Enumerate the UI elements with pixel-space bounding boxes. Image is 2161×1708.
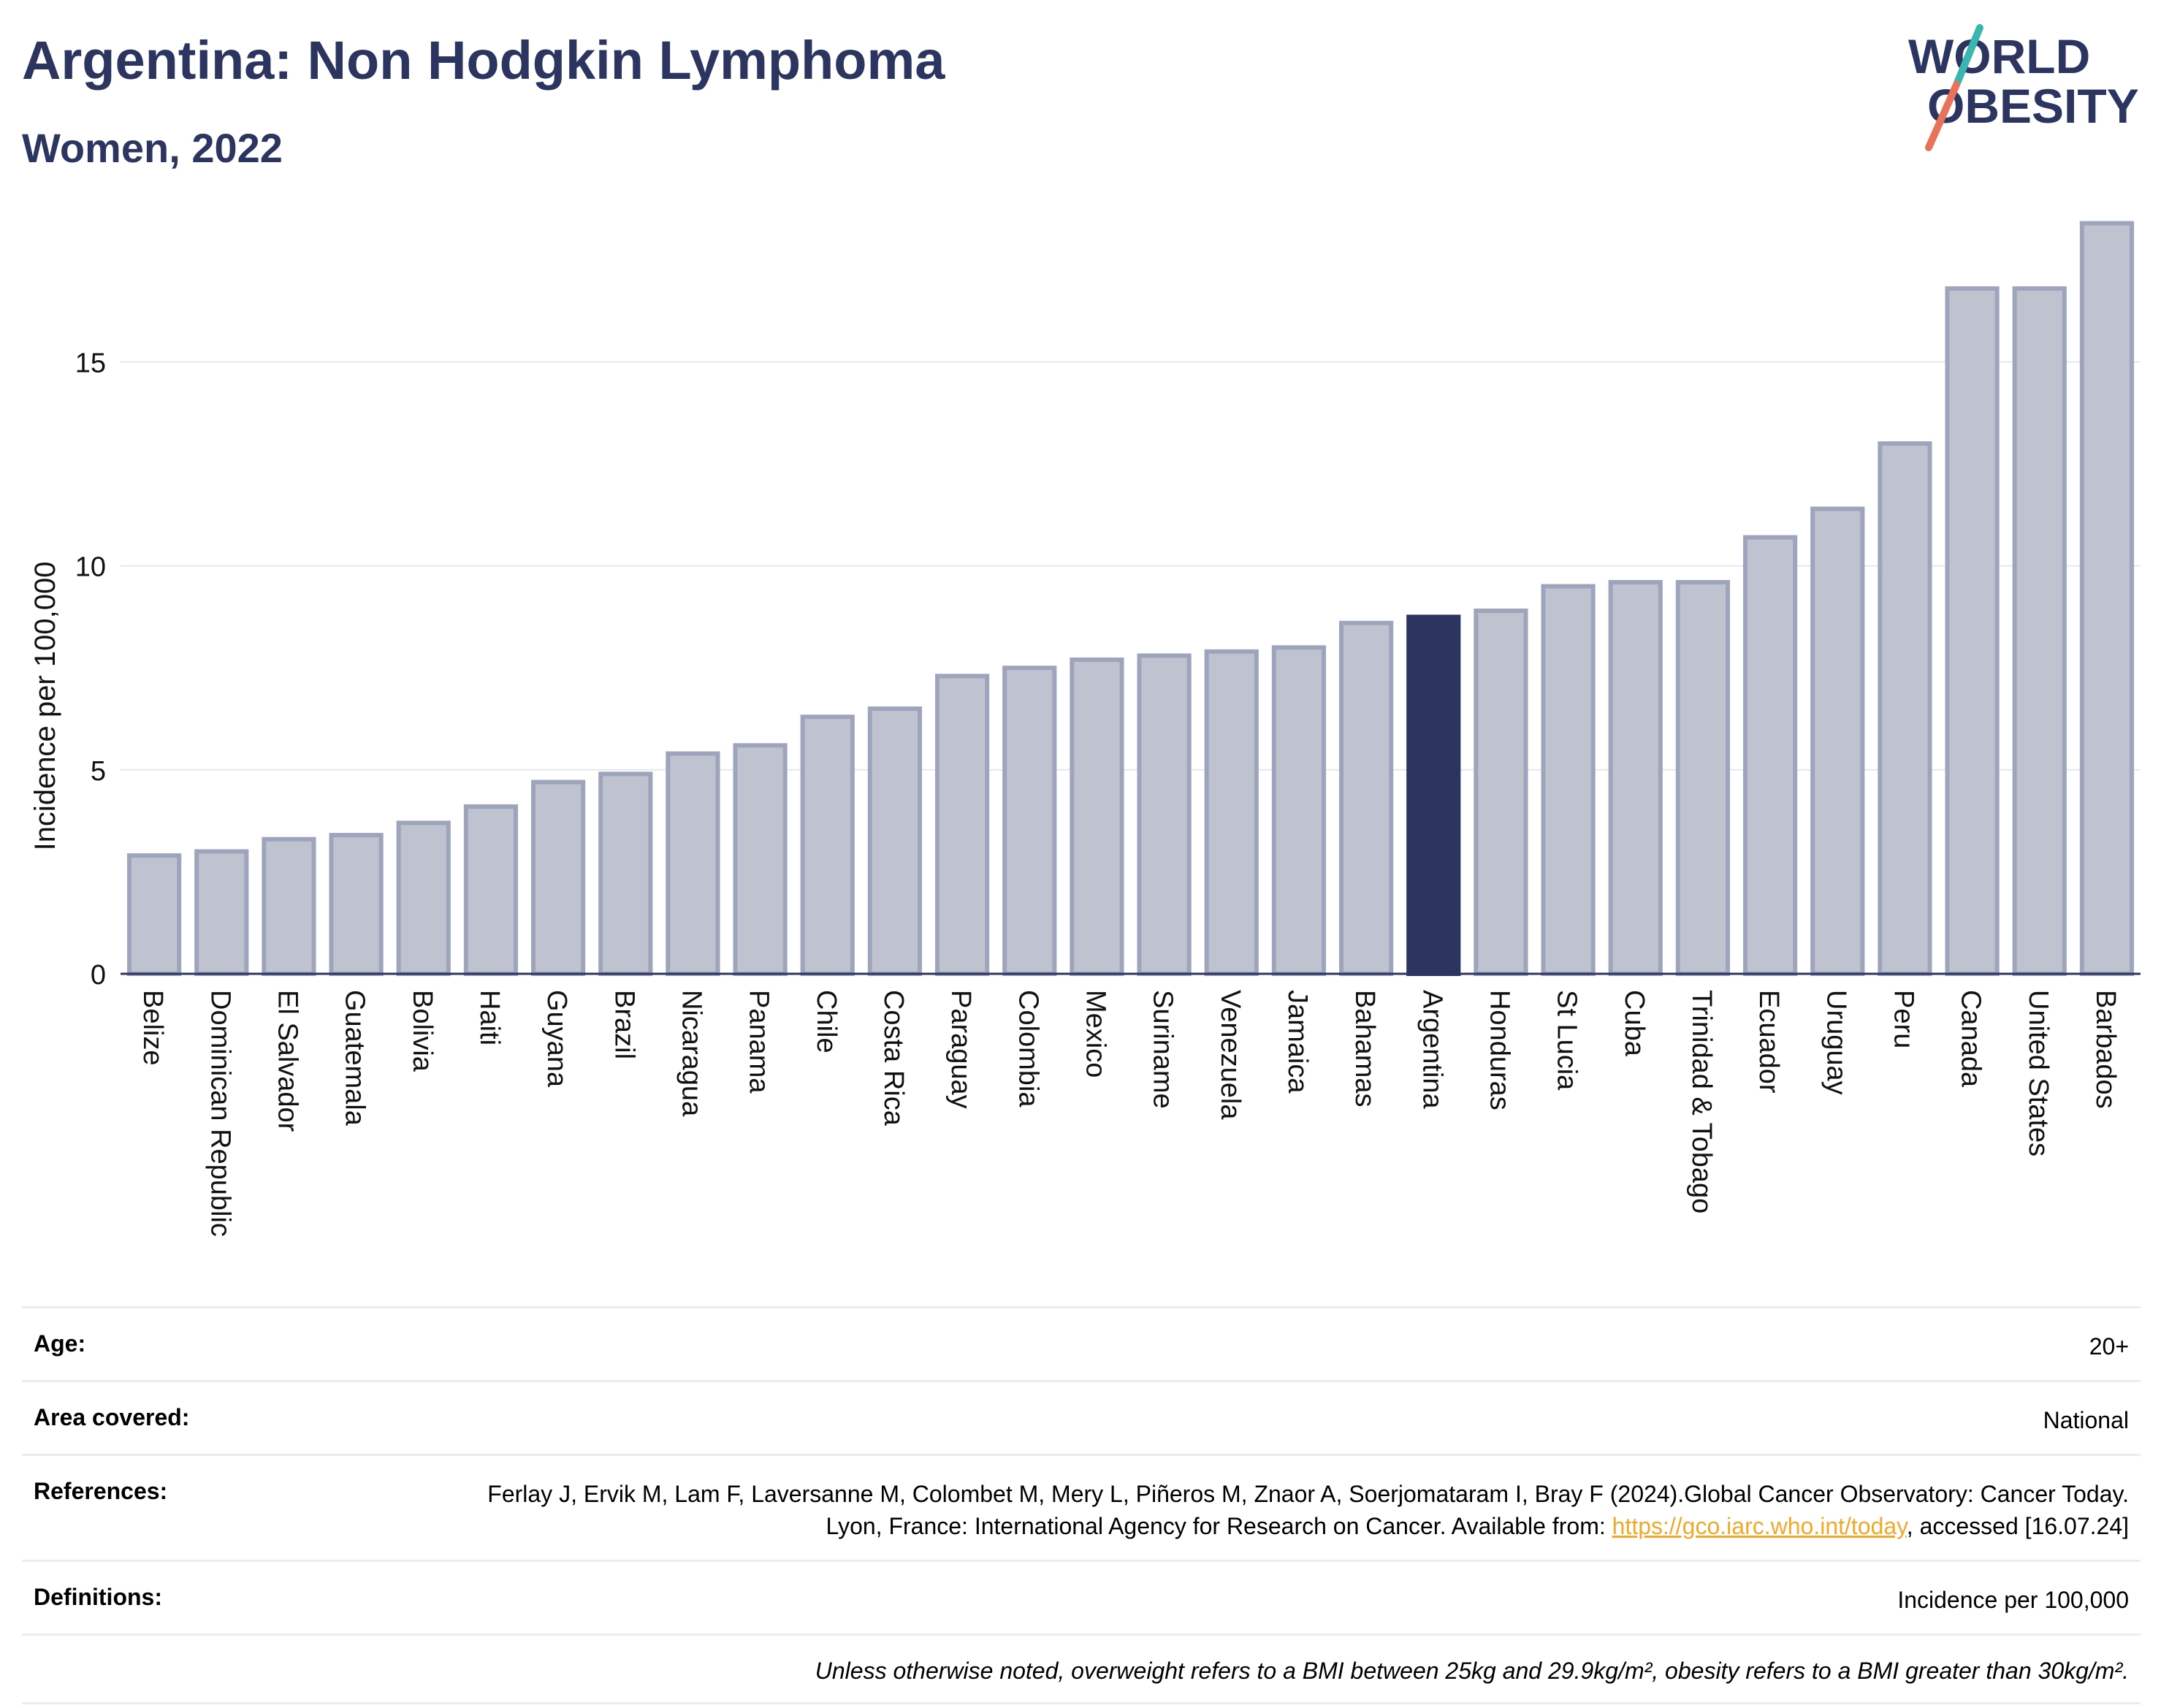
bar-colombia xyxy=(1002,666,1057,976)
x-tick-label: Venezuela xyxy=(1215,990,1246,1120)
bar-ecuador xyxy=(1742,535,1798,976)
references-link[interactable]: https://gco.iarc.who.int/today xyxy=(1612,1513,1907,1539)
x-tick-label: Colombia xyxy=(1013,990,1043,1107)
x-tick-label: Suriname xyxy=(1148,990,1178,1109)
page-title: Argentina: Non Hodgkin Lymphoma xyxy=(22,30,945,91)
x-tick-label: Brazil xyxy=(609,990,639,1059)
info-row-definitions: Definitions: Incidence per 100,000 xyxy=(22,1560,2141,1633)
bar-mexico xyxy=(1070,657,1124,976)
bar-jamaica xyxy=(1271,645,1327,976)
x-tick-label: United States xyxy=(2023,990,2054,1156)
x-tick-label: Dominican Republic xyxy=(205,990,235,1237)
logo-line1: WORLD xyxy=(1908,29,2090,83)
bar-costa-rica xyxy=(867,706,923,977)
age-label: Age: xyxy=(34,1330,86,1357)
bar-panama xyxy=(733,743,788,976)
bar-honduras xyxy=(1474,609,1528,976)
bar-guatemala xyxy=(329,833,384,977)
x-tick-label: Bolivia xyxy=(407,990,438,1072)
x-tick-label: Jamaica xyxy=(1282,990,1313,1094)
x-tick-label: El Salvador xyxy=(272,990,302,1132)
info-row-age: Age: 20+ xyxy=(22,1306,2141,1380)
bar-chart: 0 5 10 15 Belize Dominican Republic El Salvad… xyxy=(29,221,2141,1237)
x-tick-label: Chile xyxy=(811,990,842,1053)
logo-slash-coral xyxy=(1925,81,1960,151)
x-tick-label: Barbados xyxy=(2090,990,2121,1109)
x-tick-label: Honduras xyxy=(1484,990,1514,1110)
references-label: References: xyxy=(34,1478,168,1504)
bar-nicaragua xyxy=(666,751,720,977)
age-value: 20+ xyxy=(2089,1333,2129,1360)
gridlines xyxy=(121,361,2141,771)
references-accessed: , accessed [16.07.24] xyxy=(1906,1513,2129,1539)
bar-st-lucia xyxy=(1541,584,1596,976)
area-label: Area covered: xyxy=(34,1404,190,1430)
bar-chile xyxy=(800,714,855,976)
x-tick-label: Uruguay xyxy=(1821,990,1851,1095)
page-subtitle: Women, 2022 xyxy=(22,125,283,171)
x-tick-label: Peru xyxy=(1888,990,1918,1048)
bar-cuba xyxy=(1608,579,1663,976)
bar-argentina xyxy=(1406,614,1461,977)
bar-el-salvador xyxy=(262,836,316,976)
y-tick-labels: 0 5 10 15 xyxy=(75,348,106,991)
bar-united-states xyxy=(2012,286,2067,976)
y-tick-label: 5 xyxy=(91,756,106,787)
x-tick-label: Ecuador xyxy=(1753,990,1784,1094)
y-tick-label: 0 xyxy=(91,960,106,991)
references-text: Ferlay J, Ervik M, Lam F, Laversanne M, … xyxy=(487,1481,2129,1539)
bars xyxy=(126,221,2135,977)
x-tick-label: Trinidad & Tobago xyxy=(1686,990,1717,1213)
bar-bolivia xyxy=(396,820,451,977)
bar-haiti xyxy=(463,804,519,976)
y-tick-label: 15 xyxy=(75,348,106,378)
bar-trinidad-tobago xyxy=(1675,579,1731,976)
x-tick-label: Guatemala xyxy=(340,990,370,1126)
info-row-area: Area covered: National xyxy=(22,1380,2141,1454)
bar-paraguay xyxy=(934,674,990,976)
logo-line2: OBESITY xyxy=(1927,79,2139,133)
x-tick-label: Mexico xyxy=(1080,990,1110,1078)
x-tick-label: Nicaragua xyxy=(676,990,706,1117)
info-row-note: Unless otherwise noted, overweight refer… xyxy=(22,1633,2141,1704)
bar-peru xyxy=(1878,441,1932,976)
x-tick-label: Paraguay xyxy=(945,990,976,1109)
definitions-label: Definitions: xyxy=(34,1584,162,1610)
x-tick-label: Canada xyxy=(1956,990,1986,1088)
x-tick-label: Cuba xyxy=(1619,990,1650,1057)
references-value: Ferlay J, Ervik M, Lam F, Laversanne M, … xyxy=(449,1478,2129,1542)
bar-suriname xyxy=(1137,653,1192,976)
info-table: Age: 20+ Area covered: National Referenc… xyxy=(22,1306,2141,1704)
bar-barbados xyxy=(2079,221,2135,977)
bar-canada xyxy=(1945,286,2000,976)
y-axis-label: Incidence per 100,000 xyxy=(29,562,61,851)
bar-brazil xyxy=(598,771,653,977)
bmi-note: Unless otherwise noted, overweight refer… xyxy=(815,1658,2129,1684)
x-tick-label: Panama xyxy=(744,990,774,1094)
logo-slash-teal xyxy=(1953,24,1983,88)
x-tick-label: Belize xyxy=(137,990,168,1066)
x-tick-label: St Lucia xyxy=(1552,990,1582,1091)
x-tick-label: Bahamas xyxy=(1349,990,1380,1107)
bar-bahamas xyxy=(1338,620,1394,977)
bar-guyana xyxy=(530,779,586,976)
x-tick-label: Guyana xyxy=(541,990,572,1088)
bar-venezuela xyxy=(1204,649,1259,977)
info-row-references: References: Ferlay J, Ervik M, Lam F, La… xyxy=(22,1454,2141,1560)
x-tick-label: Costa Rica xyxy=(878,990,909,1126)
world-obesity-logo: WORLD OBESITY xyxy=(1908,24,2139,151)
bar-belize xyxy=(126,853,182,977)
x-tick-labels: Belize Dominican Republic El Salvador Guate… xyxy=(137,990,2121,1237)
x-tick-label: Argentina xyxy=(1417,990,1447,1110)
x-tick-label: Haiti xyxy=(474,990,505,1045)
bar-uruguay xyxy=(1810,506,1865,976)
definitions-value: Incidence per 100,000 xyxy=(1897,1587,2129,1613)
y-tick-label: 10 xyxy=(75,552,106,583)
bar-dominican-republic xyxy=(194,849,249,976)
area-value: National xyxy=(2043,1407,2129,1433)
